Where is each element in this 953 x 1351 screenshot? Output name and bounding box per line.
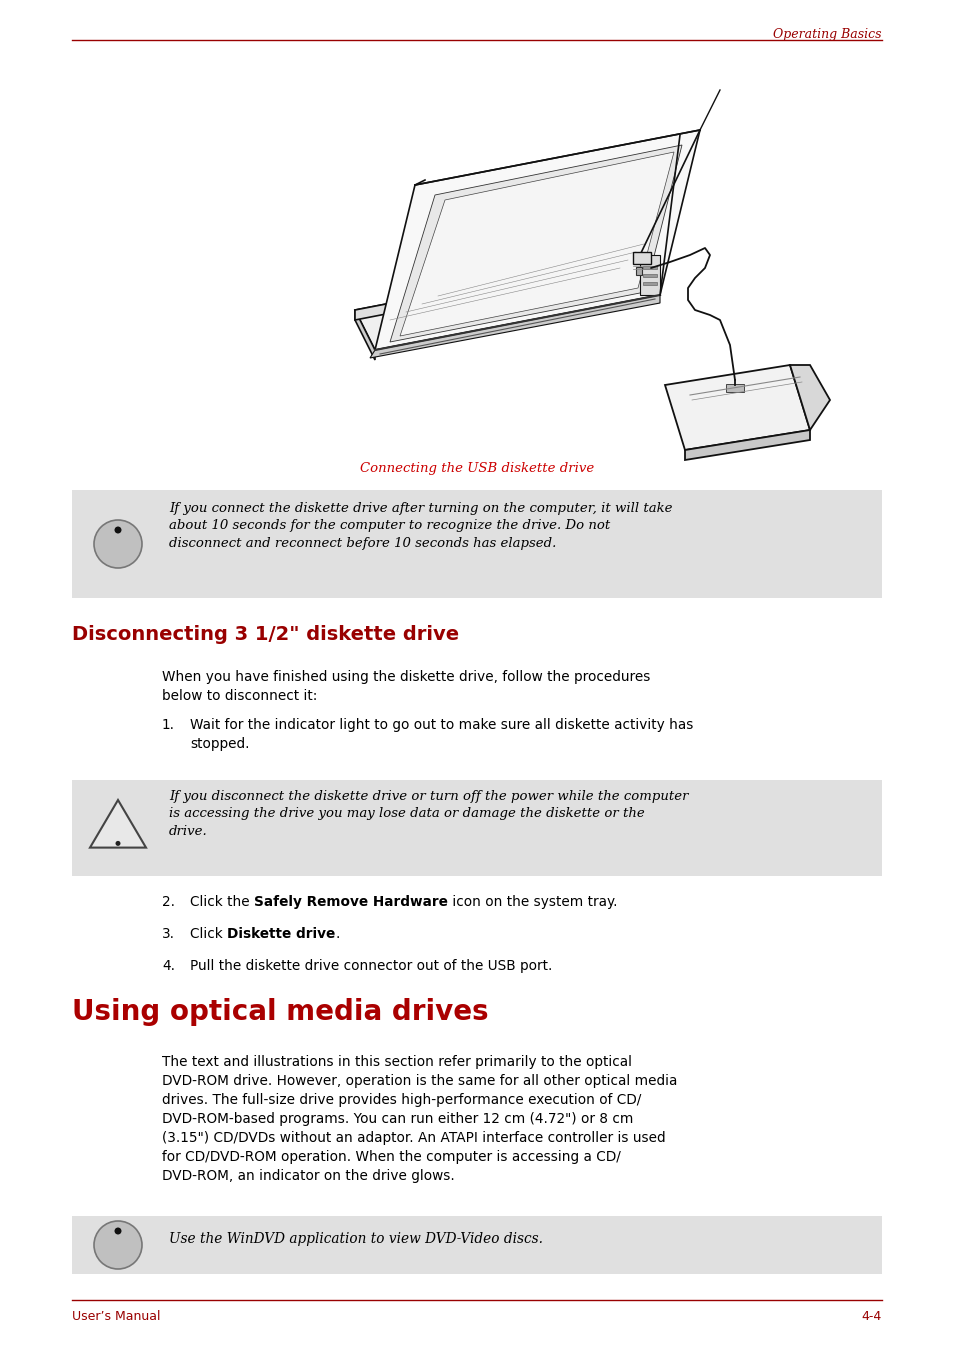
Text: Use the WinDVD application to view DVD-Video discs.: Use the WinDVD application to view DVD-V… [169, 1232, 542, 1246]
Text: 1.: 1. [162, 717, 174, 732]
Text: Wait for the indicator light to go out to make sure all diskette activity has
st: Wait for the indicator light to go out t… [190, 717, 693, 751]
Polygon shape [355, 309, 375, 359]
Text: .: . [335, 927, 339, 942]
Text: 3.: 3. [162, 927, 174, 942]
Text: Click: Click [190, 927, 227, 942]
Text: If you disconnect the diskette drive or turn off the power while the computer
is: If you disconnect the diskette drive or … [169, 790, 688, 838]
Text: The text and illustrations in this section refer primarily to the optical
DVD-RO: The text and illustrations in this secti… [162, 1055, 677, 1182]
Bar [71, 1216, 882, 1274]
Circle shape [114, 1228, 121, 1235]
Polygon shape [664, 365, 809, 450]
Text: 4.: 4. [162, 959, 174, 973]
Text: When you have finished using the diskette drive, follow the procedures
below to : When you have finished using the diskett… [162, 670, 650, 703]
Polygon shape [355, 255, 639, 320]
Text: Safely Remove Hardware: Safely Remove Hardware [253, 894, 447, 909]
Text: Operating Basics: Operating Basics [773, 28, 882, 41]
Text: Pull the diskette drive connector out of the USB port.: Pull the diskette drive connector out of… [190, 959, 552, 973]
Text: icon on the system tray.: icon on the system tray. [447, 894, 617, 909]
Text: Connecting the USB diskette drive: Connecting the USB diskette drive [359, 462, 594, 476]
Polygon shape [370, 295, 659, 358]
Polygon shape [399, 153, 673, 336]
Polygon shape [789, 365, 829, 430]
Bar [642, 274, 657, 277]
Text: User’s Manual: User’s Manual [71, 1310, 160, 1323]
Bar [71, 490, 882, 598]
Text: 2.: 2. [162, 894, 174, 909]
Polygon shape [90, 800, 146, 847]
Circle shape [114, 527, 121, 534]
Text: Click the: Click the [190, 894, 253, 909]
Polygon shape [375, 130, 700, 350]
Bar [71, 780, 882, 875]
Text: Disconnecting 3 1/2" diskette drive: Disconnecting 3 1/2" diskette drive [71, 626, 458, 644]
Text: 4-4: 4-4 [861, 1310, 882, 1323]
Circle shape [94, 520, 142, 567]
Polygon shape [684, 430, 809, 459]
Bar [642, 282, 657, 285]
Polygon shape [355, 255, 659, 350]
Bar [633, 253, 650, 263]
Circle shape [115, 840, 120, 846]
Circle shape [94, 1221, 142, 1269]
Polygon shape [390, 145, 681, 342]
Text: If you connect the diskette drive after turning on the computer, it will take
ab: If you connect the diskette drive after … [169, 503, 672, 550]
Text: Diskette drive: Diskette drive [227, 927, 335, 942]
Bar [725, 384, 743, 392]
Polygon shape [639, 255, 659, 295]
Bar [636, 267, 641, 276]
Bar [642, 266, 657, 269]
Text: Using optical media drives: Using optical media drives [71, 998, 488, 1025]
